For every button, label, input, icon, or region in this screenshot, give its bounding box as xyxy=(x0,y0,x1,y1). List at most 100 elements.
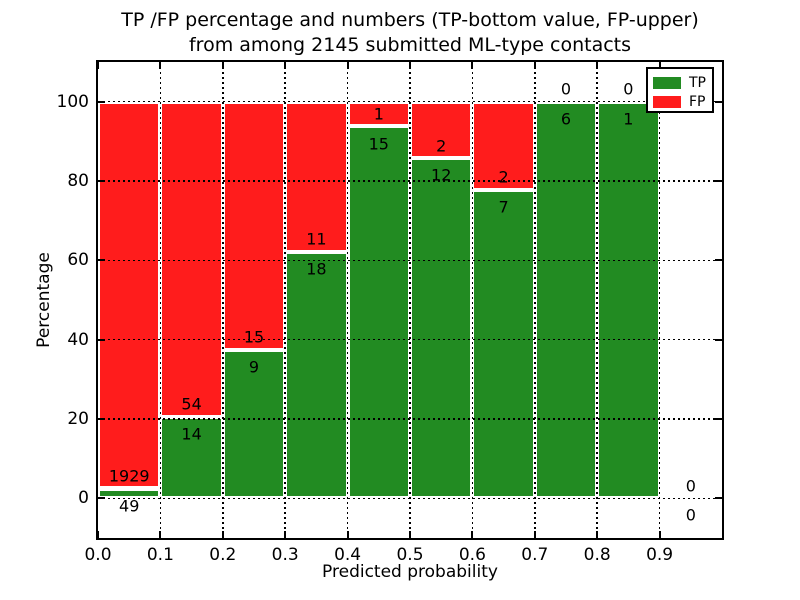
bar-segment-fp-3 xyxy=(285,101,348,253)
tick-bottom-0.9 xyxy=(658,531,661,538)
tick-right-100 xyxy=(715,100,722,103)
tick-top-0.8 xyxy=(596,62,599,69)
annotation-tp-6: 7 xyxy=(498,197,509,217)
x-axis-label: Predicted probability xyxy=(322,562,498,582)
x-tick-label-0.8: 0.8 xyxy=(583,545,611,565)
tick-bottom-0.0 xyxy=(97,531,99,538)
tick-bottom-0.8 xyxy=(596,531,599,538)
bar-segment-tp-7 xyxy=(534,101,598,499)
annotation-tp-7: 6 xyxy=(560,109,572,129)
tick-left-80 xyxy=(98,180,105,182)
annotation-tp-9: 0 xyxy=(685,505,696,525)
y-tick-label-40: 40 xyxy=(67,329,89,350)
tick-left-20 xyxy=(98,418,105,420)
annotation-tp-2: 9 xyxy=(248,357,260,377)
tick-bottom-0.5 xyxy=(409,531,411,538)
bar-segment-fp-5 xyxy=(410,101,473,159)
tick-bottom-0.2 xyxy=(221,531,224,538)
annotation-fp-0: 1929 xyxy=(108,466,150,486)
y-tick-label-80: 80 xyxy=(67,171,89,191)
bar-segment-tp-2 xyxy=(222,349,286,499)
tick-top-0.6 xyxy=(471,62,474,69)
bar-segment-tp-3 xyxy=(285,252,348,499)
bar-segment-tp-5 xyxy=(410,158,473,499)
legend-label-tp: TP xyxy=(689,74,706,91)
gridline-y-60 xyxy=(98,259,722,262)
gridline-y-100 xyxy=(98,100,722,103)
annotation-tp-4: 15 xyxy=(368,134,389,153)
gridline-x-0.1 xyxy=(159,62,162,538)
gridline-x-0.4 xyxy=(346,62,349,538)
tick-right-0 xyxy=(715,497,722,500)
plot-area: 0.0 0.1 0.2 0.3 0.4 0.5 0.6 0.7 0.8 0.9 0 20 40 60 80 1… xyxy=(57,60,724,565)
gridline-x-0.5 xyxy=(409,62,411,538)
legend: TP FP xyxy=(646,67,714,113)
gridline-x-0.3 xyxy=(284,62,286,538)
tick-top-0.5 xyxy=(409,62,411,69)
x-tick-label-0.2: 0.2 xyxy=(209,545,237,565)
gridline-y-40 xyxy=(98,338,722,341)
annotation-tp-1: 14 xyxy=(181,424,202,444)
gridline-x-0.9 xyxy=(658,62,661,538)
bar-segment-tp-4 xyxy=(347,126,410,499)
bar-segment-tp-1 xyxy=(160,416,223,499)
x-tick-label-0.6: 0.6 xyxy=(458,545,486,565)
tick-bottom-0.3 xyxy=(284,531,287,538)
gridline-x-0.6 xyxy=(471,62,474,538)
tick-left-60 xyxy=(98,259,105,262)
y-tick-label-20: 20 xyxy=(67,409,89,429)
x-tick-label-0.1: 0.1 xyxy=(146,545,174,565)
y-tick-label-60: 60 xyxy=(67,250,89,271)
tick-right-60 xyxy=(715,259,722,262)
x-tick-label-0.5: 0.5 xyxy=(396,545,424,565)
annotation-fp-4: 1 xyxy=(373,104,384,124)
tick-right-80 xyxy=(715,180,722,182)
gridline-x-0.8 xyxy=(596,62,598,538)
legend-swatch-fp-icon xyxy=(653,95,681,108)
gridline-y-0 xyxy=(98,497,722,500)
tick-bottom-0.4 xyxy=(346,531,349,538)
legend-label-fp: FP xyxy=(689,93,706,110)
annotation-tp-3: 18 xyxy=(306,259,327,279)
annotation-fp-7: 0 xyxy=(560,79,572,99)
tick-top-0.1 xyxy=(159,62,162,69)
annotation-fp-9: 0 xyxy=(685,476,696,496)
tick-bottom-0.7 xyxy=(533,531,536,538)
tick-top-0.7 xyxy=(533,62,536,69)
tick-top-0.2 xyxy=(221,62,224,69)
tick-bottom-0.1 xyxy=(159,531,162,538)
bar-segment-fp-4 xyxy=(347,101,410,127)
tick-left-100 xyxy=(98,100,105,103)
chart-title: TP /FP percentage and numbers (TP-bottom… xyxy=(121,8,699,58)
annotation-fp-6: 2 xyxy=(498,167,509,187)
annotation-fp-3: 11 xyxy=(306,229,327,249)
annotation-tp-5: 12 xyxy=(431,165,452,185)
bar-segment-fp-0 xyxy=(98,101,161,489)
tick-top-0.9 xyxy=(658,62,661,69)
bar-segment-fp-6 xyxy=(472,101,535,190)
legend-item-tp: TP xyxy=(648,73,712,92)
legend-item-fp: FP xyxy=(648,92,712,111)
tick-right-40 xyxy=(715,338,722,341)
gridline-x-0.7 xyxy=(534,62,536,538)
legend-swatch-tp-icon xyxy=(653,76,681,89)
chart-title-line2: from among 2145 submitted ML-type contac… xyxy=(188,34,632,56)
gridline-x-0.2 xyxy=(222,62,224,538)
tick-top-0.3 xyxy=(284,62,287,69)
annotation-tp-0: 49 xyxy=(119,496,140,516)
annotation-fp-2: 15 xyxy=(243,327,265,347)
bar-segment-tp-8 xyxy=(597,101,660,499)
y-axis-label: Percentage xyxy=(34,252,54,348)
gridline-y-80 xyxy=(98,180,722,182)
bar-segment-fp-2 xyxy=(222,101,286,350)
tick-left-0 xyxy=(98,497,105,500)
annotation-fp-8: 0 xyxy=(623,79,634,99)
x-tick-label-0.4: 0.4 xyxy=(334,545,362,565)
bar-segment-tp-0 xyxy=(98,488,161,499)
gridline-y-20 xyxy=(98,418,722,420)
bar-segment-tp-6 xyxy=(472,189,535,499)
tick-top-0.4 xyxy=(346,62,349,69)
annotation-fp-5: 2 xyxy=(436,136,447,156)
y-tick-label-100: 100 xyxy=(56,91,89,112)
